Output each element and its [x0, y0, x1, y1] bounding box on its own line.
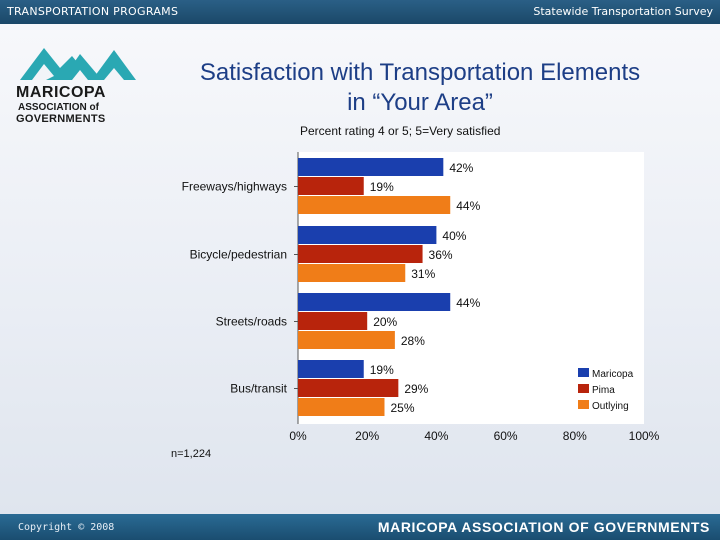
chart-title: Satisfaction with Transportation Element… — [150, 58, 690, 118]
bar-value-label: 44% — [456, 199, 480, 213]
legend-swatch-outlying — [578, 400, 589, 409]
bar-maricopa — [298, 293, 451, 311]
x-tick-label: 20% — [355, 429, 379, 443]
bar-value-label: 29% — [404, 382, 428, 396]
bar-maricopa — [298, 226, 437, 244]
category-label: Bicycle/pedestrian — [190, 248, 287, 262]
chart-title-line2: in “Your Area” — [347, 89, 493, 116]
category-label: Streets/roads — [216, 315, 287, 329]
header-survey-name: Statewide Transportation Survey — [533, 5, 713, 18]
bar-maricopa — [298, 360, 364, 378]
logo-line2: ASSOCIATION of — [18, 102, 99, 113]
bar-pima — [298, 312, 368, 330]
legend-label: Outlying — [592, 401, 629, 412]
bar-value-label: 42% — [449, 161, 473, 175]
logo-line3: GOVERNMENTS — [16, 113, 106, 125]
legend-label: Maricopa — [592, 369, 634, 380]
bar-pima — [298, 245, 423, 263]
x-tick-label: 100% — [629, 429, 660, 443]
bar-value-label: 19% — [370, 180, 394, 194]
logo-line1: MARICOPA — [16, 84, 106, 101]
legend-label: Pima — [592, 385, 615, 396]
sample-size-note: n=1,224 — [171, 448, 212, 460]
bar-outlying — [298, 331, 395, 349]
category-label: Freeways/highways — [182, 180, 287, 194]
bar-pima — [298, 177, 364, 195]
bar-pima — [298, 379, 399, 397]
bar-value-label: 31% — [411, 267, 435, 281]
footer-bar: Copyright © 2008 MARICOPA ASSOCIATION OF… — [0, 514, 720, 540]
bar-outlying — [298, 398, 385, 416]
x-tick-label: 0% — [289, 429, 307, 443]
bar-value-label: 19% — [370, 363, 394, 377]
bar-outlying — [298, 264, 406, 282]
legend-swatch-maricopa — [578, 368, 589, 377]
x-tick-label: 60% — [494, 429, 518, 443]
bar-maricopa — [298, 158, 444, 176]
legend-swatch-pima — [578, 384, 589, 393]
chart-title-line1: Satisfaction with Transportation Element… — [199, 59, 641, 86]
mag-logo: MARICOPA ASSOCIATION of GOVERNMENTS — [16, 42, 140, 125]
bar-value-label: 28% — [401, 334, 425, 348]
bar-value-label: 36% — [429, 248, 453, 262]
mountain-logo-icon — [20, 48, 136, 80]
bar-value-label: 25% — [391, 401, 415, 415]
footer-org-name: MARICOPA ASSOCIATION OF GOVERNMENTS — [377, 519, 710, 535]
bar-outlying — [298, 196, 451, 214]
bar-value-label: 40% — [442, 229, 466, 243]
chart-subtitle: Percent rating 4 or 5; 5=Very satisfied — [300, 124, 501, 138]
copyright-text: Copyright © 2008 — [18, 522, 115, 533]
header-section-title: TRANSPORTATION PROGRAMS — [7, 5, 179, 18]
x-tick-label: 80% — [563, 429, 587, 443]
bar-value-label: 44% — [456, 296, 480, 310]
bar-value-label: 20% — [373, 315, 397, 329]
header-bar: TRANSPORTATION PROGRAMS Statewide Transp… — [0, 0, 720, 24]
x-tick-label: 40% — [424, 429, 448, 443]
category-label: Bus/transit — [230, 382, 287, 396]
